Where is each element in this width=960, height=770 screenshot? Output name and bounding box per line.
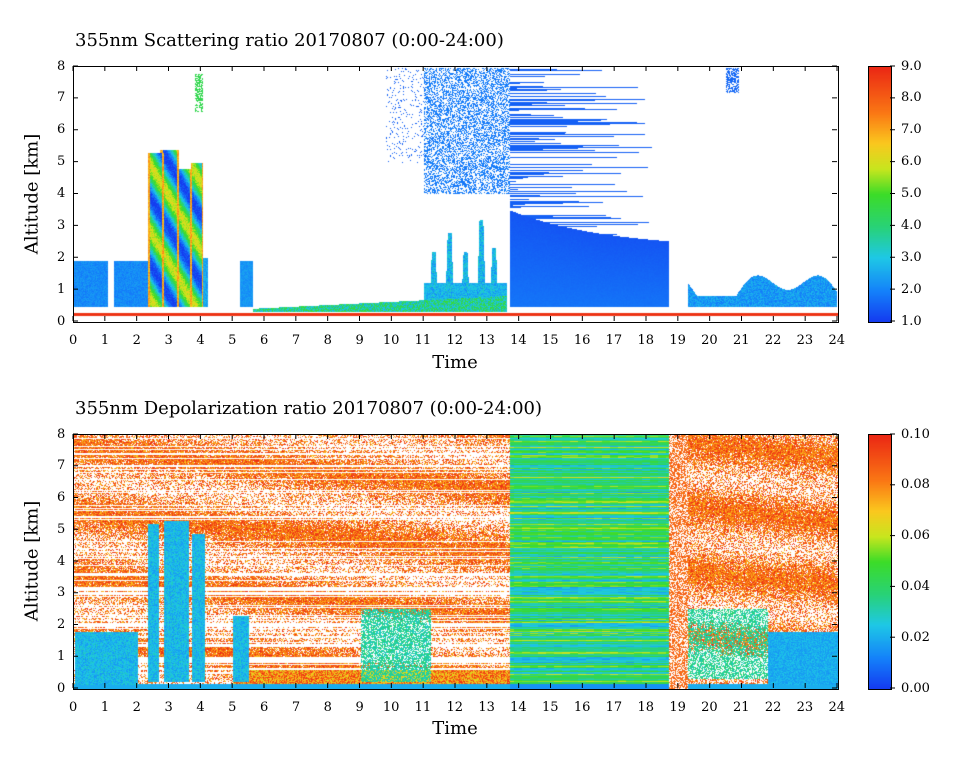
x-tick-label: 9: [355, 332, 364, 348]
x-tick-label: 20: [701, 699, 718, 715]
x-tick-label: 9: [355, 699, 364, 715]
x-tick-label: 17: [605, 332, 623, 348]
x-tick-label: 7: [291, 699, 301, 715]
y-tick-label: 4: [57, 553, 66, 569]
colorbar-tick-label: 0.00: [901, 680, 930, 696]
x-tick-label: 22: [764, 332, 782, 348]
x-tick-label: 13: [478, 699, 495, 715]
x-tick-label: 10: [382, 332, 400, 348]
x-tick-label: 6: [260, 699, 269, 715]
x-tick-label: 18: [637, 332, 655, 348]
y-tick-label: 6: [57, 122, 66, 138]
x-tick-label: 8: [323, 332, 332, 348]
chart-title: 355nm Depolarization ratio 20170807 (0:0…: [75, 398, 543, 419]
y-tick-label: 0: [57, 680, 66, 696]
x-tick-label: 7: [291, 332, 301, 348]
x-tick-label: 11: [414, 332, 432, 348]
colorbar-tick-label: 4.0: [901, 217, 922, 233]
scattering-heatmap: [73, 66, 839, 323]
colorbar-tick-label: 8.0: [901, 90, 922, 106]
colorbar-tick-label: 0.02: [901, 629, 930, 645]
y-tick-label: 1: [57, 648, 66, 664]
x-tick-label: 5: [228, 699, 237, 715]
x-tick-label: 21: [733, 332, 750, 348]
x-tick-label: 12: [446, 699, 464, 715]
x-tick-label: 18: [637, 699, 655, 715]
scattering-colorbar: [868, 66, 892, 323]
colorbar-tick-label: 5.0: [901, 186, 922, 201]
x-tick-label: 3: [164, 332, 173, 348]
x-tick-label: 8: [323, 699, 332, 715]
x-tick-label: 22: [764, 699, 782, 715]
x-tick-label: 24: [828, 332, 846, 348]
y-tick-label: 2: [57, 249, 66, 265]
colorbar-tick-label: 0.06: [901, 528, 930, 544]
x-tick-label: 24: [828, 699, 846, 715]
y-tick-label: 6: [57, 490, 66, 505]
colorbar-tick-label: 1.0: [901, 313, 922, 329]
y-tick-label: 3: [57, 585, 66, 601]
y-tick-label: 1: [57, 281, 66, 297]
x-tick-label: 23: [796, 699, 814, 715]
y-tick-label: 8: [57, 426, 66, 442]
x-tick-label: 15: [542, 699, 559, 715]
y-tick-label: 5: [57, 154, 66, 170]
x-tick-label: 12: [446, 332, 464, 348]
x-tick-label: 14: [510, 699, 527, 715]
x-tick-label: 17: [605, 699, 623, 715]
colorbar-tick-label: 0.04: [901, 578, 930, 594]
chart-title: 355nm Scattering ratio 20170807 (0:00-24…: [75, 30, 504, 51]
x-tick-label: 16: [573, 699, 591, 715]
x-tick-label: 5: [228, 332, 237, 348]
x-axis-title: Time: [432, 352, 478, 373]
colorbar-tick-label: 7.0: [901, 122, 922, 138]
colorbar-tick-label: 2.0: [901, 281, 922, 297]
x-tick-label: 23: [796, 332, 814, 348]
y-tick-label: 8: [57, 58, 66, 74]
y-tick-label: 2: [57, 617, 66, 632]
x-tick-label: 6: [260, 332, 269, 348]
x-tick-label: 4: [196, 332, 205, 348]
x-tick-label: 2: [132, 332, 141, 348]
y-tick-label: 4: [57, 186, 66, 201]
x-tick-label: 15: [542, 332, 559, 348]
y-tick-label: 3: [57, 217, 66, 233]
x-tick-label: 2: [132, 699, 141, 715]
x-tick-label: 19: [669, 699, 686, 715]
x-tick-label: 4: [196, 699, 205, 715]
y-tick-label: 0: [57, 313, 66, 329]
depolarization-heatmap: [73, 434, 839, 690]
colorbar-tick-label: 6.0: [901, 154, 922, 170]
x-tick-label: 0: [69, 699, 78, 715]
colorbar-tick-label: 0.08: [901, 477, 930, 493]
x-axis-title: Time: [432, 718, 478, 739]
y-tick-label: 7: [57, 458, 66, 474]
y-axis-title: Altitude [km]: [21, 500, 43, 622]
x-tick-label: 10: [382, 699, 400, 715]
x-tick-label: 21: [733, 699, 750, 715]
x-tick-label: 14: [510, 332, 527, 348]
y-axis-title: Altitude [km]: [21, 133, 43, 255]
y-tick-label: 7: [57, 90, 66, 106]
x-tick-label: 16: [573, 332, 591, 348]
x-tick-label: 1: [100, 332, 110, 348]
x-tick-label: 3: [164, 699, 173, 715]
y-tick-label: 5: [57, 521, 66, 537]
x-tick-label: 20: [701, 332, 718, 348]
x-tick-label: 13: [478, 332, 495, 348]
x-tick-label: 19: [669, 332, 686, 348]
x-tick-label: 1: [100, 699, 110, 715]
x-tick-label: 11: [414, 699, 432, 715]
colorbar-tick-label: 0.10: [901, 426, 930, 442]
colorbar-tick-label: 3.0: [901, 249, 922, 265]
x-tick-label: 0: [69, 332, 78, 348]
colorbar-tick-label: 9.0: [901, 58, 922, 74]
depolarization-colorbar: [868, 434, 892, 690]
